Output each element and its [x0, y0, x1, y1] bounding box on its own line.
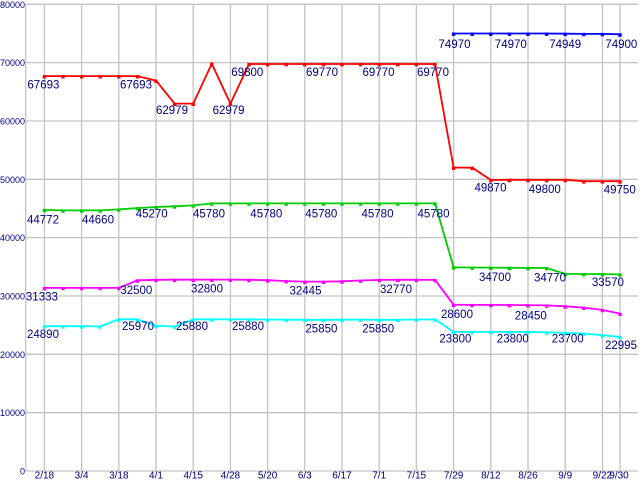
svg-text:40000: 40000	[0, 233, 25, 243]
svg-text:10000: 10000	[0, 408, 25, 418]
svg-text:45780: 45780	[418, 208, 450, 220]
svg-text:30000: 30000	[0, 291, 25, 301]
svg-text:28450: 28450	[515, 311, 547, 323]
svg-text:34700: 34700	[479, 272, 511, 284]
svg-text:44772: 44772	[27, 214, 59, 226]
svg-text:9/9: 9/9	[558, 470, 572, 480]
svg-text:9/30: 9/30	[609, 470, 629, 480]
svg-text:49870: 49870	[475, 183, 507, 195]
svg-text:25850: 25850	[305, 324, 337, 336]
svg-text:62979: 62979	[213, 105, 245, 117]
svg-text:7/29: 7/29	[444, 470, 464, 480]
svg-text:67693: 67693	[27, 79, 59, 91]
svg-text:4/1: 4/1	[149, 470, 163, 480]
svg-text:32770: 32770	[380, 284, 412, 296]
svg-text:49750: 49750	[604, 185, 636, 197]
svg-text:32445: 32445	[290, 285, 322, 297]
svg-text:7/15: 7/15	[407, 470, 427, 480]
svg-text:69770: 69770	[363, 67, 395, 79]
svg-text:50000: 50000	[0, 175, 25, 185]
svg-text:32800: 32800	[191, 283, 223, 295]
svg-text:3/18: 3/18	[109, 470, 129, 480]
svg-text:0: 0	[20, 467, 25, 477]
svg-text:45780: 45780	[362, 208, 394, 220]
svg-text:69770: 69770	[306, 67, 338, 79]
svg-text:7/1: 7/1	[372, 470, 386, 480]
svg-text:67693: 67693	[120, 79, 152, 91]
svg-text:9/22: 9/22	[593, 470, 613, 480]
svg-text:80000: 80000	[0, 0, 25, 10]
svg-text:24890: 24890	[27, 329, 59, 341]
svg-text:28600: 28600	[441, 309, 473, 321]
svg-text:33570: 33570	[592, 277, 624, 289]
svg-text:23800: 23800	[439, 334, 471, 346]
svg-text:32500: 32500	[120, 285, 152, 297]
svg-text:8/26: 8/26	[518, 470, 538, 480]
svg-text:74949: 74949	[549, 39, 581, 51]
svg-text:25970: 25970	[122, 321, 154, 333]
svg-text:69800: 69800	[231, 67, 263, 79]
svg-text:6/17: 6/17	[332, 470, 352, 480]
svg-text:25880: 25880	[176, 321, 208, 333]
svg-text:62979: 62979	[156, 105, 188, 117]
svg-text:23700: 23700	[552, 334, 584, 346]
svg-text:8/12: 8/12	[481, 470, 501, 480]
svg-text:74970: 74970	[439, 39, 471, 51]
svg-text:25850: 25850	[362, 324, 394, 336]
svg-text:74900: 74900	[605, 39, 637, 51]
svg-text:5/20: 5/20	[258, 470, 278, 480]
svg-text:23800: 23800	[497, 334, 529, 346]
svg-text:4/15: 4/15	[183, 470, 203, 480]
svg-text:22995: 22995	[605, 340, 637, 352]
svg-text:45780: 45780	[193, 208, 225, 220]
svg-text:60000: 60000	[0, 116, 25, 126]
svg-text:69770: 69770	[417, 67, 449, 79]
svg-text:20000: 20000	[0, 350, 25, 360]
svg-text:31333: 31333	[26, 292, 58, 304]
svg-text:2/18: 2/18	[35, 470, 55, 480]
svg-text:49800: 49800	[529, 184, 561, 196]
svg-text:6/3: 6/3	[298, 470, 312, 480]
svg-text:44660: 44660	[82, 214, 114, 226]
svg-text:45780: 45780	[305, 208, 337, 220]
svg-text:45270: 45270	[136, 209, 168, 221]
svg-text:70000: 70000	[0, 58, 25, 68]
svg-text:74970: 74970	[495, 39, 527, 51]
svg-text:4/28: 4/28	[221, 470, 241, 480]
svg-text:34770: 34770	[534, 272, 566, 284]
svg-text:25880: 25880	[232, 321, 264, 333]
svg-text:45780: 45780	[250, 208, 282, 220]
svg-text:3/4: 3/4	[75, 470, 89, 480]
